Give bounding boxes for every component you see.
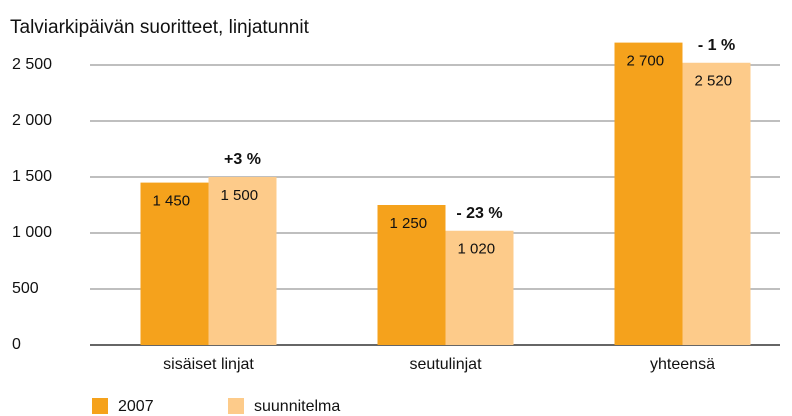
value-label: 1 450 (153, 193, 191, 210)
x-tick-label: seutulinjat (409, 356, 482, 373)
bar (614, 42, 683, 345)
bar (445, 230, 514, 345)
y-tick-label: 500 (12, 280, 39, 297)
legend-label: suunnitelma (254, 398, 340, 415)
value-label: 1 500 (221, 187, 259, 204)
x-tick-label: sisäiset linjat (163, 356, 254, 373)
bar (682, 62, 751, 345)
y-tick-label: 0 (12, 336, 21, 353)
legend-label: 2007 (118, 398, 154, 415)
value-label: 1 020 (458, 241, 496, 258)
y-tick-label: 2 500 (12, 56, 52, 73)
annotation: +3 % (224, 151, 261, 168)
value-label: 2 700 (627, 53, 665, 70)
value-label: 1 250 (390, 215, 428, 232)
bar (208, 177, 277, 345)
bar (140, 182, 209, 345)
annotation: - 23 % (456, 205, 502, 222)
bar (377, 205, 446, 345)
value-label: 2 520 (695, 73, 733, 90)
y-tick-label: 1 500 (12, 168, 52, 185)
y-tick-label: 2 000 (12, 112, 52, 129)
legend-swatch (92, 398, 108, 414)
annotation: - 1 % (698, 37, 735, 54)
x-tick-label: yhteensä (650, 356, 715, 373)
legend-swatch (228, 398, 244, 414)
chart-title: Talviarkipäivän suoritteet, linjatunnit (10, 17, 310, 38)
y-tick-label: 1 000 (12, 224, 52, 241)
